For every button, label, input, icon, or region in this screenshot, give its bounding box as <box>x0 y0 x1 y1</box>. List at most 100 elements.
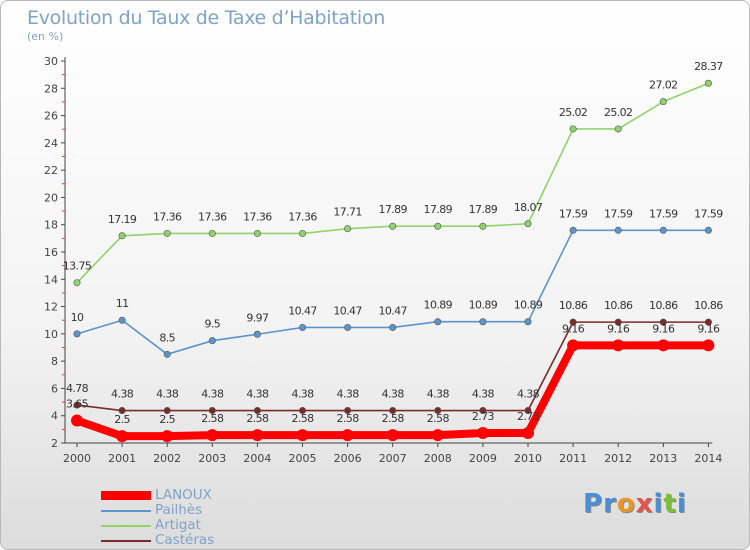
x-tick-label: 2009 <box>469 452 497 465</box>
data-point <box>251 429 264 442</box>
y-tick-label: 20 <box>44 191 58 204</box>
data-point <box>208 337 216 345</box>
data-point <box>344 323 352 331</box>
data-label: 17.59 <box>559 207 588 220</box>
x-tick-label: 2001 <box>108 452 136 465</box>
data-label: 2.5 <box>159 413 175 426</box>
data-point <box>341 429 354 442</box>
x-tick-label: 2008 <box>424 452 452 465</box>
data-label: 4.38 <box>472 388 495 401</box>
legend-item: Pailhès <box>101 502 301 518</box>
data-label: 2.58 <box>246 412 269 425</box>
data-point <box>389 323 397 331</box>
data-point <box>386 429 399 442</box>
logo-letter: i <box>676 489 687 519</box>
data-label: 17.89 <box>424 203 453 216</box>
data-point <box>704 318 712 326</box>
data-point <box>71 414 83 427</box>
legend-item: LANOUX <box>101 487 301 503</box>
data-point <box>612 339 625 352</box>
data-label: 17.89 <box>469 203 498 216</box>
data-label: 4.38 <box>111 388 134 401</box>
data-point <box>208 407 216 415</box>
data-point <box>434 318 442 326</box>
data-point <box>524 407 532 415</box>
data-label: 27.02 <box>649 79 678 92</box>
data-label: 10.86 <box>694 299 723 312</box>
data-point <box>118 232 126 240</box>
data-point <box>431 429 444 442</box>
proxiti-logo: Proxiti <box>583 489 687 519</box>
data-label: 2.58 <box>427 412 450 425</box>
data-point <box>434 222 442 230</box>
data-point <box>704 79 712 87</box>
data-label: 10.86 <box>559 299 588 312</box>
x-tick-label: 2010 <box>514 452 542 465</box>
x-tick-label: 2003 <box>198 452 226 465</box>
data-label: 10 <box>71 311 84 324</box>
data-label: 2.73 <box>517 410 540 423</box>
data-label: 10.47 <box>333 304 362 317</box>
data-point <box>614 318 622 326</box>
y-tick-label: 16 <box>44 246 58 259</box>
data-label: 4.38 <box>337 388 360 401</box>
data-label: 2.58 <box>291 412 314 425</box>
data-label: 9.97 <box>246 311 269 324</box>
y-tick-label: 14 <box>44 273 58 286</box>
data-point <box>253 330 261 338</box>
logo-letter: t <box>663 489 677 519</box>
data-label: 4.38 <box>246 388 269 401</box>
data-point <box>163 229 171 237</box>
y-tick-label: 24 <box>44 137 58 150</box>
data-point <box>344 225 352 233</box>
logo-letter: x <box>635 489 654 519</box>
data-label: 3.65 <box>66 397 89 410</box>
data-point <box>434 407 442 415</box>
data-label: 25.02 <box>604 106 633 119</box>
chart-title: Evolution du Taux de Taxe d’Habitation <box>27 7 385 29</box>
data-point <box>614 125 622 133</box>
data-label: 4.38 <box>156 388 179 401</box>
data-point <box>206 429 219 442</box>
y-tick-label: 18 <box>44 219 58 232</box>
data-label: 2.73 <box>472 410 495 423</box>
data-label: 18.07 <box>514 201 543 214</box>
x-tick-label: 2007 <box>379 452 407 465</box>
data-point <box>118 316 126 324</box>
data-label: 10.89 <box>424 299 453 312</box>
legend-swatch <box>101 525 151 527</box>
data-point <box>704 226 712 234</box>
data-point <box>298 407 306 415</box>
logo-letter: i <box>653 489 664 519</box>
data-label: 2.58 <box>337 412 360 425</box>
data-label: 11 <box>116 297 129 310</box>
data-label: 10.89 <box>514 299 543 312</box>
data-label: 4.78 <box>66 382 89 395</box>
data-point <box>524 220 532 228</box>
data-label: 17.36 <box>243 210 272 223</box>
data-point <box>389 407 397 415</box>
logo-letter: P <box>583 489 604 519</box>
data-label: 28.37 <box>694 60 723 73</box>
y-tick-label: 6 <box>51 382 58 395</box>
x-tick-label: 2014 <box>694 452 722 465</box>
y-tick-label: 30 <box>44 55 58 68</box>
data-point <box>657 339 670 352</box>
y-tick-label: 4 <box>51 410 58 423</box>
data-label: 17.36 <box>288 210 317 223</box>
x-tick-label: 2011 <box>559 452 587 465</box>
data-point <box>161 430 174 443</box>
data-point <box>479 318 487 326</box>
data-label: 9.5 <box>204 318 220 331</box>
x-tick-label: 2005 <box>289 452 317 465</box>
logo-letter: r <box>603 489 617 519</box>
legend-item: Artigat <box>101 517 301 533</box>
data-point <box>344 407 352 415</box>
data-point <box>569 318 577 326</box>
data-point <box>569 125 577 133</box>
data-label: 17.59 <box>604 207 633 220</box>
legend-swatch <box>101 491 151 500</box>
data-label: 17.59 <box>649 207 678 220</box>
